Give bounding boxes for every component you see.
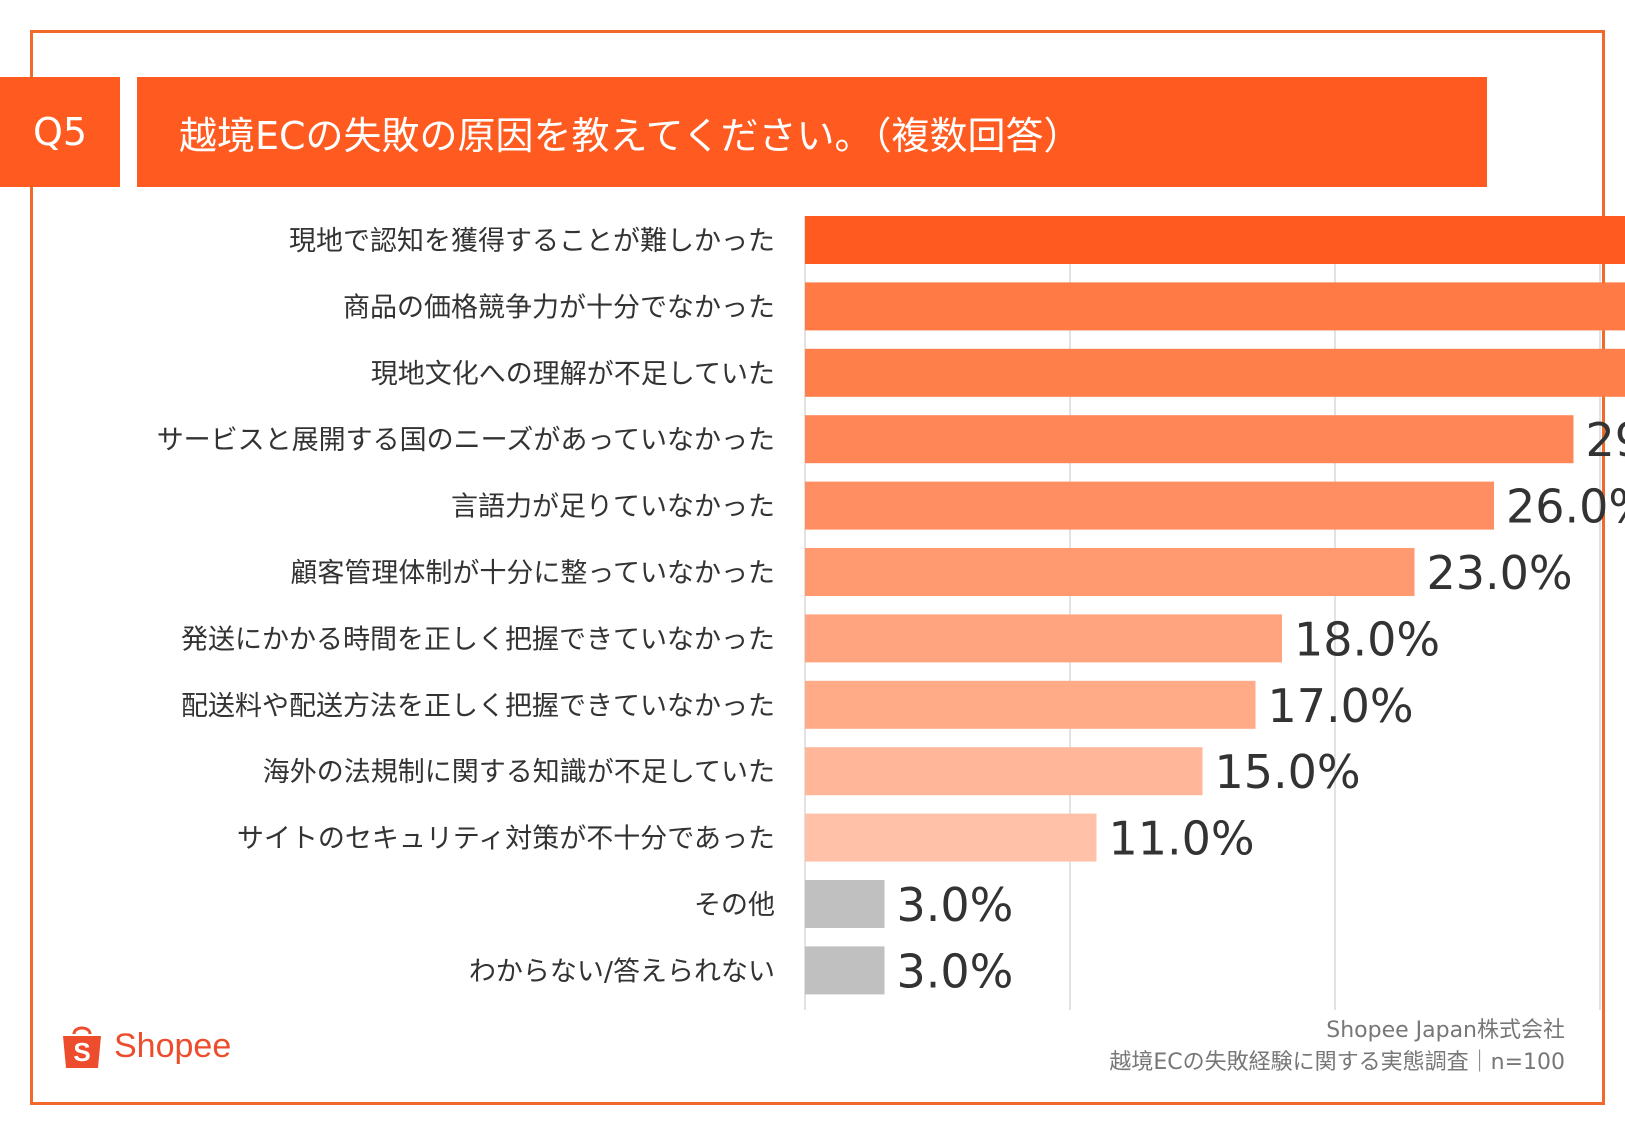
bar-10 <box>805 813 1097 862</box>
source-company: Shopee Japan株式会社 <box>1326 1018 1565 1043</box>
value-label: 26.0% <box>1506 480 1625 534</box>
bar-8 <box>805 680 1256 729</box>
bar-11 <box>805 880 885 928</box>
category-label: サービスと展開する国のニーズがあっていなかった <box>157 425 775 456</box>
bar-1 <box>805 216 1625 264</box>
bar-12 <box>805 946 885 995</box>
source-survey: 越境ECの失敗経験に関する実態調査｜n=100 <box>1109 1050 1565 1075</box>
bar-4 <box>805 415 1574 464</box>
source-note: Shopee Japan株式会社 越境ECの失敗経験に関する実態調査｜n=100 <box>1109 1015 1565 1079</box>
outer-frame <box>30 30 1605 1105</box>
value-label: 3.0% <box>897 878 1014 932</box>
svg-text:S: S <box>73 1037 90 1067</box>
value-label: 3.0% <box>897 944 1014 998</box>
category-label: 海外の法規制に関する知識が不足していた <box>263 757 775 788</box>
category-label: サイトのセキュリティ対策が不十分であった <box>237 824 775 855</box>
value-label: 18.0% <box>1294 612 1440 666</box>
shopee-logo: S Shopee <box>60 1022 231 1070</box>
category-label: 発送にかかる時間を正しく把握できていなかった <box>181 624 775 655</box>
value-label: 17.0% <box>1268 679 1414 733</box>
value-label: 23.0% <box>1427 546 1573 600</box>
category-label: 配送料や配送方法を正しく把握できていなかった <box>181 691 775 722</box>
bar-9 <box>805 747 1203 796</box>
shopping-bag-icon: S <box>63 1026 101 1068</box>
category-label: 現地で認知を獲得することが難しかった <box>289 226 775 257</box>
category-label: その他 <box>694 890 775 921</box>
bar-7 <box>805 614 1282 663</box>
bar-2 <box>805 282 1625 331</box>
category-label: 商品の価格競争力が十分でなかった <box>343 292 775 323</box>
bar-3 <box>805 348 1625 397</box>
bar-6 <box>805 548 1415 596</box>
bar-5 <box>805 481 1494 530</box>
category-label: 現地文化への理解が不足していた <box>371 359 775 390</box>
category-label: 言語力が足りていなかった <box>451 492 775 523</box>
value-label: 11.0% <box>1109 812 1255 866</box>
value-label: 29.0% <box>1586 413 1625 467</box>
chart-title: 越境ECの失敗の原因を教えてください。（複数回答） <box>137 77 1487 187</box>
question-number: Q5 <box>0 77 120 187</box>
value-label: 15.0% <box>1215 745 1361 799</box>
brand-name: Shopee <box>114 1026 232 1065</box>
category-label: わからない/答えられない <box>469 956 775 987</box>
category-label: 顧客管理体制が十分に整っていなかった <box>290 558 775 589</box>
